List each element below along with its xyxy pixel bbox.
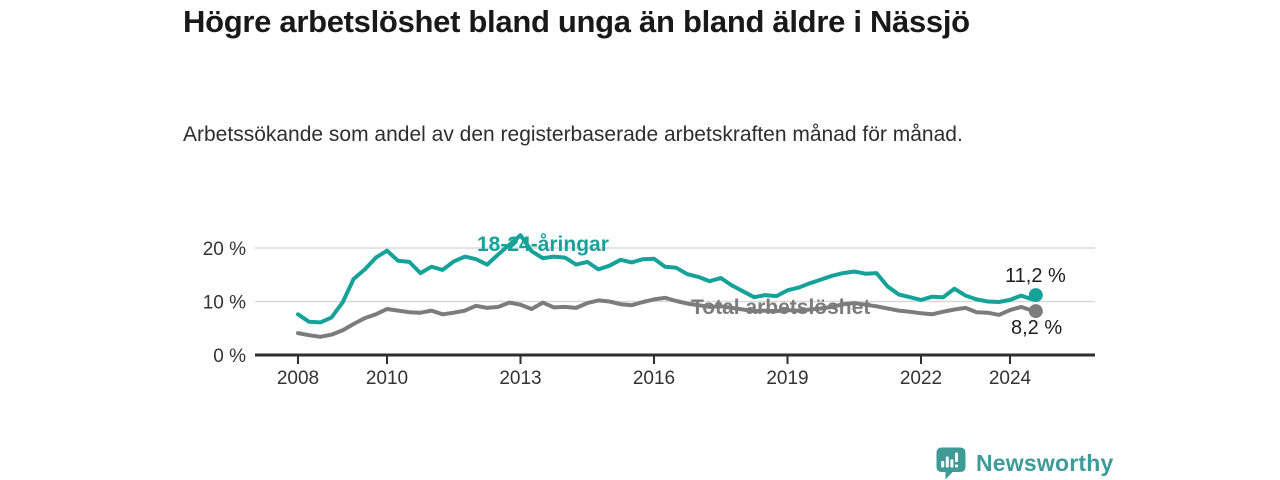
x-tick-label: 2019 (766, 368, 808, 389)
end-value-label-young: 11,2 % (1005, 265, 1066, 287)
series-label-young: 18-24-åringar (477, 233, 609, 256)
x-tick-label: 2008 (277, 368, 319, 389)
chart-subtitle: Arbetssökande som andel av den registerb… (183, 123, 963, 146)
x-tick-label: 2024 (989, 368, 1032, 389)
x-tick-label: 2013 (499, 368, 541, 389)
series-line-0 (296, 233, 1038, 325)
end-value-label-total: 8,2 % (1011, 317, 1063, 339)
newsworthy-logo: Newsworthy (933, 446, 1113, 480)
newsworthy-logo-text: Newsworthy (976, 449, 1114, 476)
page-title: Högre arbetslöshet bland unga än bland ä… (183, 4, 970, 39)
series-line-1 (296, 295, 1038, 339)
y-tick-label: 10 % (203, 293, 246, 314)
y-tick-label: 20 % (203, 239, 246, 260)
series-label-total: Total arbetslöshet (691, 296, 871, 319)
series-end-dot-1 (1028, 304, 1043, 319)
bar-chart-speech-bubble-icon (936, 447, 966, 480)
x-tick-label: 2010 (366, 368, 408, 389)
x-tick-label: 2022 (900, 368, 942, 389)
x-tick-label: 2016 (633, 368, 675, 389)
series-end-dot-0 (1028, 288, 1043, 303)
y-tick-label: 0 % (213, 346, 246, 367)
